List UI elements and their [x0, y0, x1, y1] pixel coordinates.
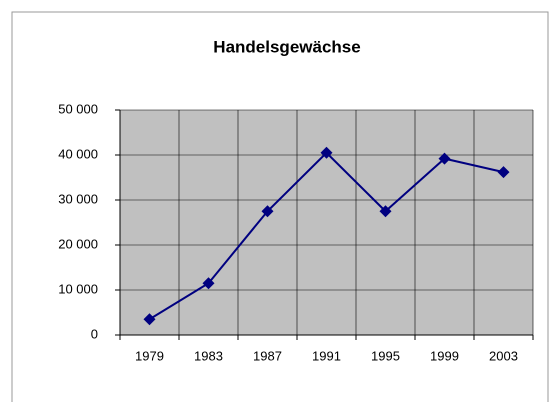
- x-tick-label: 1991: [312, 348, 341, 363]
- marker: [143, 313, 156, 326]
- x-tick-label: 1987: [253, 348, 282, 363]
- y-tick-label: 10 000: [58, 281, 98, 296]
- x-tick-label: 1995: [371, 348, 400, 363]
- x-tick-label: 2003: [489, 348, 518, 363]
- x-tick-label: 1979: [135, 348, 164, 363]
- x-tick-label: 1999: [430, 348, 459, 363]
- marker: [261, 205, 274, 218]
- chart-title: Handelsgewächse: [213, 37, 360, 56]
- chart-frame: [11, 11, 549, 402]
- y-tick-label: 50 000: [58, 101, 98, 116]
- x-tick-label: 1983: [194, 348, 223, 363]
- marker: [320, 146, 333, 159]
- y-tick-label: 40 000: [58, 146, 98, 161]
- y-tick-label: 30 000: [58, 191, 98, 206]
- y-tick-label: 20 000: [58, 236, 98, 251]
- marker: [202, 277, 215, 290]
- marker: [379, 205, 392, 218]
- marker: [497, 166, 510, 179]
- plot-area: [120, 110, 533, 335]
- y-tick-label: 0: [91, 326, 98, 341]
- marker: [438, 152, 451, 165]
